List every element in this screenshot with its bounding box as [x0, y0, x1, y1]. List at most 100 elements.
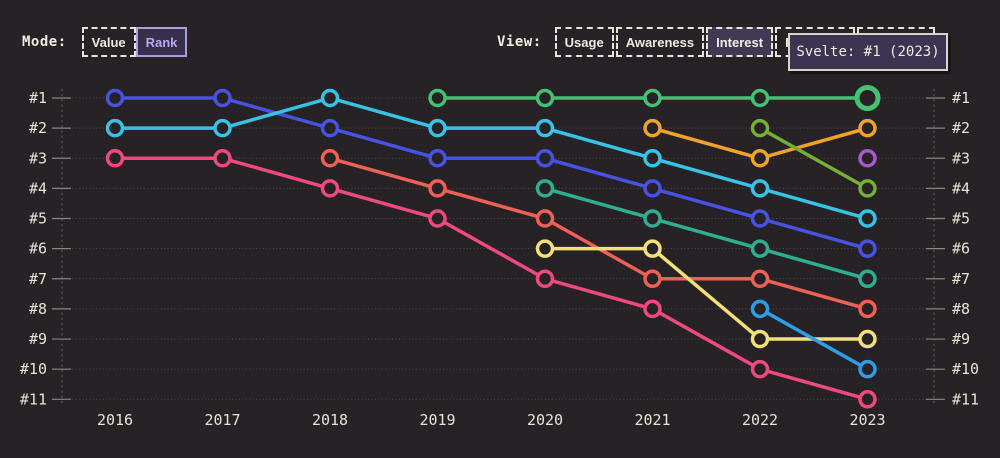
y-axis-label-left: #3 — [29, 149, 47, 167]
y-axis-label-right: #2 — [952, 119, 970, 137]
chart-point-cyan-line-2017[interactable] — [213, 118, 232, 138]
chart-point-indigo-line-2017[interactable] — [213, 88, 232, 108]
y-axis-label-left: #4 — [29, 179, 47, 197]
chart-point-teal-line-2023[interactable] — [858, 269, 877, 289]
mode-value-button[interactable]: Value — [81, 27, 136, 57]
chart-point-teal-line-2022[interactable] — [750, 239, 770, 258]
series-line-teal-line — [544, 186, 868, 281]
chart-point-purple-line-2023[interactable] — [858, 149, 877, 168]
x-axis-label: 2018 — [312, 411, 348, 429]
chart-tooltip: Svelte: #1 (2023) — [788, 33, 948, 71]
chart-point-Svelte-2020[interactable] — [535, 88, 555, 108]
y-axis-label-right: #9 — [952, 330, 970, 348]
chart-point-Svelte-2022[interactable] — [750, 88, 770, 108]
y-axis-label-left: #5 — [29, 210, 47, 228]
chart-point-yellow-line-2020[interactable] — [535, 239, 555, 258]
series-line-olive-line — [759, 126, 869, 190]
y-axis-label-left: #2 — [29, 119, 47, 137]
chart-point-olive-line-2022[interactable] — [750, 118, 770, 138]
view-interest-button[interactable]: Interest — [706, 27, 774, 57]
chart-point-Svelte-2023[interactable] — [854, 85, 881, 111]
y-axis-label-left: #6 — [29, 240, 47, 258]
chart-point-coral-line-2022[interactable] — [750, 269, 770, 289]
chart-point-indigo-line-2019[interactable] — [428, 149, 447, 168]
chart-point-cyan-line-2021[interactable] — [643, 149, 662, 168]
chart-point-coral-line-2020[interactable] — [535, 209, 555, 228]
x-axis-label: 2022 — [742, 411, 778, 429]
chart-point-yellow-line-2022[interactable] — [750, 329, 770, 349]
series-line-coral-line — [329, 156, 868, 311]
view-label: View: — [497, 34, 542, 50]
y-axis-label-right: #6 — [952, 240, 970, 258]
y-axis-label-right: #5 — [952, 210, 970, 228]
chart-point-cyan-line-2016[interactable] — [105, 118, 125, 138]
chart-point-teal-line-2020[interactable] — [535, 179, 555, 198]
rank-bump-chart: #1 #1 #2 #2 #3 #3 #4 #4 #5 #5 #6 #6 #7 #7 #8 #8 #9 #9 #10 #… — [20, 85, 979, 429]
mode-button-group: Value Rank — [81, 27, 188, 57]
mode-control: Mode: Value Rank — [22, 27, 188, 57]
chart-point-indigo-line-2016[interactable] — [105, 88, 125, 108]
chart-point-yellow-line-2023[interactable] — [858, 329, 877, 349]
series-line-sky-line — [759, 307, 869, 371]
chart-tooltip-text: Svelte: #1 (2023) — [796, 44, 940, 60]
chart-point-indigo-line-2023[interactable] — [858, 239, 877, 258]
y-axis-label-right: #1 — [952, 89, 970, 107]
mode-label: Mode: — [22, 34, 67, 50]
chart-point-magenta-line-2017[interactable] — [213, 149, 232, 168]
chart-point-indigo-line-2021[interactable] — [643, 179, 662, 198]
chart-point-magenta-line-2018[interactable] — [320, 179, 340, 198]
y-axis-label-right: #10 — [952, 360, 979, 378]
chart-point-coral-line-2023[interactable] — [858, 299, 877, 319]
chart-point-Svelte-2019[interactable] — [428, 88, 447, 108]
x-axis-label: 2019 — [419, 411, 455, 429]
chart-point-coral-line-2018[interactable] — [320, 149, 340, 168]
chart-point-indigo-line-2020[interactable] — [535, 149, 555, 168]
chart-point-amber-line-2023[interactable] — [858, 118, 877, 138]
chart-point-magenta-line-2023[interactable] — [858, 390, 877, 409]
x-axis-label: 2023 — [849, 411, 885, 429]
chart-point-cyan-line-2022[interactable] — [750, 179, 770, 198]
x-axis-label: 2017 — [204, 411, 240, 429]
chart-point-yellow-line-2021[interactable] — [643, 239, 662, 258]
chart-point-cyan-line-2023[interactable] — [858, 209, 877, 228]
y-axis-label-right: #3 — [952, 149, 970, 167]
y-axis-label-left: #8 — [29, 300, 47, 318]
chart-point-sky-line-2023[interactable] — [858, 359, 877, 379]
view-awareness-button[interactable]: Awareness — [615, 27, 705, 57]
rank-chart-container: #1 #1 #2 #2 #3 #3 #4 #4 #5 #5 #6 #6 #7 #7 #8 #8 #9 #9 #10 #… — [0, 78, 1000, 453]
view-usage-button[interactable]: Usage — [554, 27, 614, 57]
chart-point-coral-line-2019[interactable] — [428, 179, 447, 198]
y-axis-label-right: #7 — [952, 270, 970, 288]
chart-point-indigo-line-2022[interactable] — [750, 209, 770, 228]
x-axis-label: 2020 — [527, 411, 563, 429]
y-axis-label-left: #11 — [20, 390, 47, 408]
mode-rank-button[interactable]: Rank — [135, 27, 188, 57]
chart-point-amber-line-2022[interactable] — [750, 149, 770, 168]
series-line-cyan-line — [115, 96, 868, 221]
x-axis-label: 2021 — [634, 411, 670, 429]
series-line-indigo-line — [115, 96, 868, 251]
chart-point-magenta-line-2016[interactable] — [105, 149, 125, 168]
chart-point-cyan-line-2018[interactable] — [320, 88, 340, 108]
y-axis-label-right: #8 — [952, 300, 970, 318]
chart-point-cyan-line-2019[interactable] — [428, 118, 447, 138]
x-axis-label: 2016 — [97, 411, 133, 429]
chart-point-magenta-line-2020[interactable] — [535, 269, 555, 289]
chart-point-amber-line-2021[interactable] — [643, 118, 662, 138]
chart-point-magenta-line-2019[interactable] — [428, 209, 447, 228]
chart-point-indigo-line-2018[interactable] — [320, 118, 340, 138]
y-axis-label-left: #10 — [20, 360, 47, 378]
chart-point-teal-line-2021[interactable] — [643, 209, 662, 228]
chart-point-magenta-line-2022[interactable] — [750, 359, 770, 379]
chart-point-coral-line-2021[interactable] — [643, 269, 662, 289]
chart-point-olive-line-2023[interactable] — [858, 179, 877, 198]
y-axis-label-left: #1 — [29, 89, 47, 107]
y-axis-label-right: #4 — [952, 179, 970, 197]
y-axis-label-left: #9 — [29, 330, 47, 348]
chart-point-sky-line-2022[interactable] — [750, 299, 770, 319]
series-line-magenta-line — [115, 156, 868, 401]
chart-point-magenta-line-2021[interactable] — [643, 299, 662, 319]
chart-point-cyan-line-2020[interactable] — [535, 118, 555, 138]
chart-point-Svelte-2021[interactable] — [643, 88, 662, 108]
